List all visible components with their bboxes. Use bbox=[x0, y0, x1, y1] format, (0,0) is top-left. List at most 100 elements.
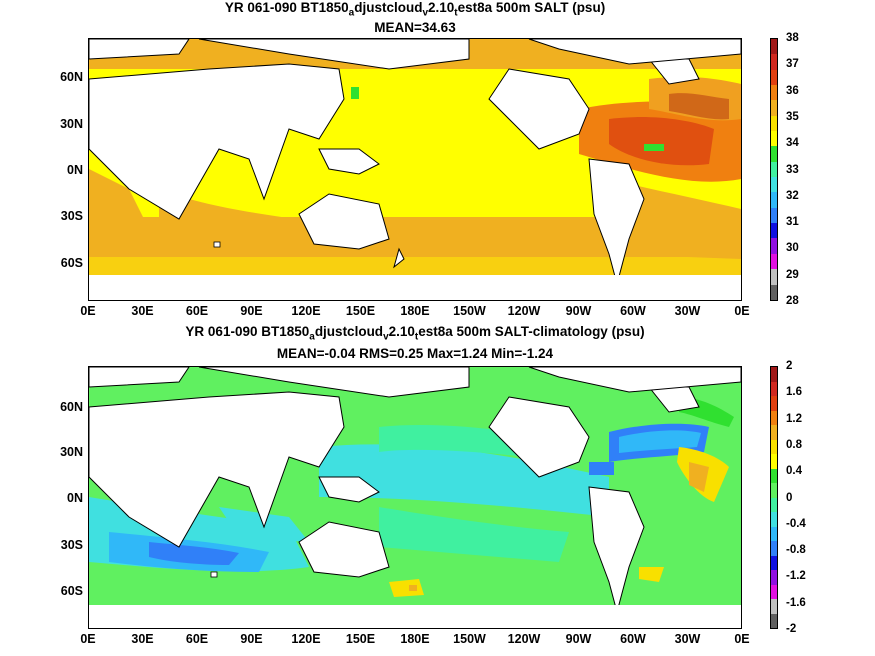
top-colorbar-label: 29 bbox=[786, 268, 799, 281]
bottom-colorbar-swatch bbox=[771, 483, 777, 498]
bottom-lon-label: 60E bbox=[185, 632, 209, 646]
bottom-colorbar-swatch bbox=[771, 555, 777, 570]
bottom-colorbar-label: 0.4 bbox=[786, 465, 802, 478]
bottom-anomaly-field bbox=[89, 367, 741, 628]
bottom-colorbar-label: -0.4 bbox=[786, 517, 806, 530]
top-lon-label: 120W bbox=[507, 304, 541, 318]
bottom-lon-label: 150W bbox=[453, 632, 486, 646]
bottom-lon-label: 60W bbox=[620, 632, 646, 646]
bottom-colorbar-swatch bbox=[771, 497, 777, 512]
top-colorbar-swatch bbox=[771, 54, 777, 70]
top-colorbar-swatch bbox=[771, 238, 777, 254]
bottom-lat-label: 30N bbox=[60, 445, 83, 459]
bottom-colorbar-swatch bbox=[771, 584, 777, 599]
top-map bbox=[88, 38, 742, 301]
top-colorbar-swatch bbox=[771, 115, 777, 132]
bottom-colorbar-swatch bbox=[771, 599, 777, 614]
bottom-lon-label: 120W bbox=[507, 632, 541, 646]
bottom-colorbar-swatch bbox=[771, 512, 777, 527]
bottom-colorbar-label: -1.6 bbox=[786, 596, 806, 609]
top-colorbar-swatch bbox=[771, 100, 777, 116]
bottom-colorbar-label: 1.2 bbox=[786, 412, 802, 425]
top-lon-label: 30W bbox=[674, 304, 701, 318]
bottom-lon-label: 150E bbox=[345, 632, 376, 646]
bottom-colorbar-swatch bbox=[771, 570, 777, 585]
top-colorbar-swatch bbox=[771, 253, 777, 270]
bottom-map bbox=[88, 366, 742, 629]
bottom-colorbar-swatch bbox=[771, 381, 777, 396]
top-colorbar-swatch bbox=[771, 161, 777, 178]
top-colorbar-swatch bbox=[771, 223, 777, 239]
top-colorbar-swatch bbox=[771, 207, 777, 224]
top-lon-label: 150W bbox=[453, 304, 486, 318]
bottom-colorbar-label: 2 bbox=[786, 360, 793, 372]
bottom-colorbar-label: -1.2 bbox=[786, 570, 806, 583]
bottom-lon-label: 0E bbox=[734, 632, 750, 646]
top-lon-label: 90W bbox=[565, 304, 592, 318]
top-colorbar-label: 36 bbox=[786, 84, 799, 97]
bottom-colorbar-label: -2 bbox=[786, 623, 797, 635]
top-colorbar-label: 32 bbox=[786, 189, 799, 202]
top-colorbar-label: 28 bbox=[786, 295, 799, 307]
bottom-lon-label: 120E bbox=[291, 632, 321, 646]
top-lon-label: 30E bbox=[131, 304, 154, 318]
top-lat-label: 60S bbox=[60, 256, 83, 270]
top-colorbar-swatch bbox=[771, 131, 777, 147]
top-colorbar-swatch bbox=[771, 269, 777, 285]
bottom-colorbar-swatch bbox=[771, 410, 777, 425]
bottom-lat-label: 0N bbox=[67, 491, 83, 505]
bottom-lon-label: 30W bbox=[674, 632, 701, 646]
top-colorbar-swatch bbox=[771, 146, 777, 162]
top-colorbar-label: 34 bbox=[786, 137, 799, 150]
bottom-lon-label: 90E bbox=[240, 632, 263, 646]
top-lon-label: 120E bbox=[291, 304, 321, 318]
top-title: YR 061-090 BT1850adjustcloudv2.10test8a … bbox=[224, 0, 606, 19]
top-stats: MEAN=34.63 bbox=[374, 20, 456, 35]
top-colorbar-label: 30 bbox=[786, 242, 799, 255]
top-lat-label: 60N bbox=[60, 70, 83, 84]
bottom-colorbar-label: 1.6 bbox=[786, 386, 802, 399]
top-lon-label: 0E bbox=[734, 304, 750, 318]
bottom-lat-label: 60N bbox=[60, 400, 83, 414]
top-lon-label: 180E bbox=[400, 304, 430, 318]
bottom-colorbar-swatch bbox=[771, 396, 777, 411]
bottom-colorbar-swatch bbox=[771, 367, 777, 382]
bottom-colorbar-swatch bbox=[771, 526, 777, 541]
bottom-colorbar-swatch bbox=[771, 468, 777, 483]
bottom-colorbar bbox=[770, 366, 778, 629]
top-lon-label: 150E bbox=[345, 304, 376, 318]
top-colorbar-label: 37 bbox=[786, 58, 799, 71]
top-colorbar-swatch bbox=[771, 85, 777, 101]
top-colorbar-label: 33 bbox=[786, 163, 799, 176]
bottom-lon-label: 30E bbox=[131, 632, 154, 646]
top-colorbar-swatch bbox=[771, 39, 777, 55]
top-colorbar-label: 35 bbox=[786, 110, 799, 123]
top-colorbar-swatch bbox=[771, 177, 777, 193]
bottom-colorbar-label: -0.8 bbox=[786, 544, 806, 557]
bottom-lon-label: 180E bbox=[400, 632, 430, 646]
bottom-lat-label: 30S bbox=[60, 538, 83, 552]
top-lat-label: 30S bbox=[60, 209, 83, 223]
bottom-lon-label: 90W bbox=[565, 632, 592, 646]
top-colorbar-label: 38 bbox=[786, 32, 799, 44]
bottom-title: YR 061-090 BT1850adjustcloudv2.10test8a … bbox=[185, 324, 645, 343]
top-colorbar-swatch bbox=[771, 69, 777, 86]
bottom-stats: MEAN=-0.04 RMS=0.25 Max=1.24 Min=-1.24 bbox=[276, 346, 554, 361]
bottom-lon-label: 0E bbox=[80, 632, 96, 646]
top-salinity-field bbox=[89, 39, 741, 300]
top-lat-label: 30N bbox=[60, 117, 83, 131]
bottom-colorbar-swatch bbox=[771, 541, 777, 556]
top-lon-label: 60E bbox=[185, 304, 209, 318]
bottom-colorbar-swatch bbox=[771, 439, 777, 454]
top-colorbar-swatch bbox=[771, 192, 777, 208]
bottom-colorbar-label: 0 bbox=[786, 491, 793, 504]
bottom-colorbar-swatch bbox=[771, 613, 777, 628]
top-lon-label: 0E bbox=[80, 304, 96, 318]
bottom-colorbar-label: 0.8 bbox=[786, 438, 802, 451]
top-colorbar bbox=[770, 38, 778, 301]
top-lon-label: 90E bbox=[240, 304, 263, 318]
top-lon-label: 60W bbox=[620, 304, 646, 318]
top-colorbar-swatch bbox=[771, 284, 777, 300]
bottom-colorbar-swatch bbox=[771, 425, 777, 440]
top-lat-label: 0N bbox=[67, 163, 83, 177]
